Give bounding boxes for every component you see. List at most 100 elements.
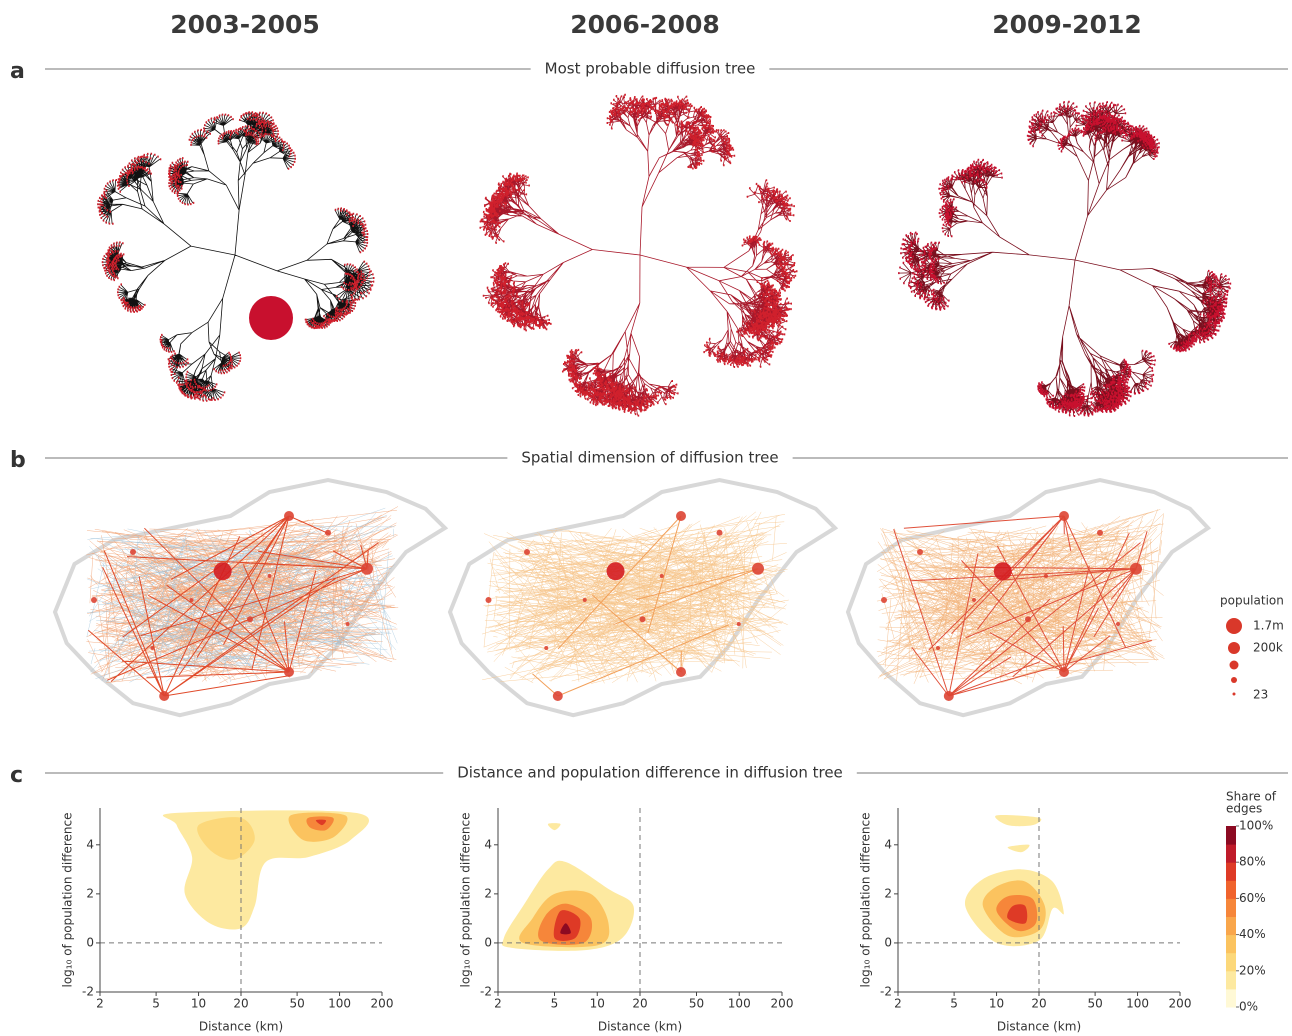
x-tick-label: 10 [989, 997, 1004, 1011]
city [361, 562, 373, 575]
x-axis-title: Distance (km) [199, 1020, 283, 1034]
city [284, 511, 294, 521]
x-tick-label: 100 [1126, 997, 1149, 1011]
colorbar-swatch [1226, 916, 1236, 936]
contour-band [315, 819, 327, 826]
map [52, 477, 449, 718]
city [736, 622, 741, 626]
city [284, 667, 294, 677]
x-tick-label: 2 [494, 997, 502, 1011]
root: 2003-2005 2006-2008 2009-2012 a Most probabl… [10, 10, 1288, 1034]
x-tick-label: 5 [950, 997, 958, 1011]
contour-chart: -2 0 2 4 2 5 10 20 50 100 200 Distance (km) log₁₀ of… [61, 808, 394, 1034]
tree-edges [97, 112, 374, 401]
diffusion-tree [97, 111, 375, 402]
city [130, 549, 136, 555]
city [345, 622, 350, 626]
contour-band [995, 814, 1042, 827]
city [936, 646, 940, 650]
city [993, 562, 1012, 581]
population-legend: population 1.7m 200k 23 [1220, 594, 1284, 702]
y-tick-label: -2 [82, 985, 94, 999]
city [150, 646, 155, 650]
x-tick-label: 50 [289, 997, 304, 1011]
city [1116, 622, 1120, 626]
y-tick-label: 4 [884, 837, 892, 851]
city [1059, 667, 1069, 677]
x-tick-label: 10 [191, 997, 206, 1011]
colorbar-swatch [1226, 826, 1236, 845]
contour-band [197, 817, 255, 860]
diffusion-tree [898, 100, 1232, 417]
city [1059, 511, 1069, 521]
map [845, 477, 1212, 718]
legend-symbol [1232, 692, 1236, 696]
y-tick-label: 2 [86, 886, 94, 900]
contour-band [547, 823, 561, 831]
legend-symbol [1229, 660, 1239, 670]
city [1025, 616, 1031, 623]
x-tick-label: 20 [1031, 997, 1046, 1011]
edges [481, 511, 789, 684]
city [552, 691, 563, 701]
x-axis-title: Distance (km) [997, 1020, 1081, 1034]
tree-tips [479, 93, 798, 417]
city [582, 598, 587, 602]
colorbar-swatch [1226, 952, 1236, 972]
city [943, 691, 954, 701]
legend-label: 200k [1253, 641, 1283, 655]
y-tick-label: 0 [86, 935, 94, 949]
colorbar-label: 20% [1239, 963, 1266, 977]
colorbar-label: 60% [1239, 891, 1266, 905]
contour-band [560, 923, 571, 935]
city [159, 691, 170, 701]
city [752, 562, 764, 575]
x-tick-label: 10 [590, 997, 605, 1011]
city [485, 597, 492, 603]
tree-edges [479, 94, 797, 416]
city [91, 597, 97, 603]
section-label: c [10, 763, 23, 788]
y-tick-label: 2 [484, 886, 492, 900]
x-tick-label: 5 [551, 997, 559, 1011]
y-axis-title: log₁₀ of population difference [459, 812, 473, 987]
x-axis-title: Distance (km) [598, 1020, 682, 1034]
tree-tips [898, 100, 1232, 417]
city [881, 597, 887, 603]
section-label: a [10, 59, 25, 84]
y-axis-title: log₁₀ of population difference [859, 812, 873, 987]
x-tick-label: 20 [233, 997, 248, 1011]
section-title: Spatial dimension of diffusion tree [521, 449, 778, 467]
colorbar-swatch [1226, 934, 1236, 954]
colorbar-label: 0% [1239, 1000, 1258, 1014]
y-tick-label: 4 [484, 837, 492, 851]
y-axis-title: log₁₀ of population difference [61, 812, 75, 987]
tree-tips [97, 111, 375, 402]
column-header: 2003-2005 [170, 10, 320, 39]
colorbar-swatch [1226, 988, 1236, 1008]
colorbar-label: 100% [1239, 819, 1273, 833]
x-tick-label: 50 [689, 997, 704, 1011]
y-tick-label: 4 [86, 837, 94, 851]
diffusion-tree [479, 93, 798, 417]
city [213, 562, 232, 581]
colorbar-title: edges [1226, 802, 1262, 816]
contour-band [1007, 904, 1028, 924]
colorbar-label: 40% [1239, 927, 1266, 941]
colorbar-swatch [1226, 970, 1236, 990]
x-tick-label: 200 [1169, 997, 1192, 1011]
column-header: 2009-2012 [992, 10, 1142, 39]
x-tick-label: 20 [632, 997, 647, 1011]
x-tick-label: 200 [371, 997, 394, 1011]
y-tick-label: -2 [880, 985, 892, 999]
x-tick-label: 100 [328, 997, 351, 1011]
city [972, 598, 976, 602]
section-title: Distance and population difference in di… [457, 764, 843, 782]
contour-band [1007, 844, 1030, 853]
map [447, 477, 839, 718]
section-label: b [10, 448, 26, 473]
y-tick-label: 2 [884, 886, 892, 900]
x-tick-label: 200 [771, 997, 794, 1011]
legend-label: 23 [1253, 688, 1268, 702]
